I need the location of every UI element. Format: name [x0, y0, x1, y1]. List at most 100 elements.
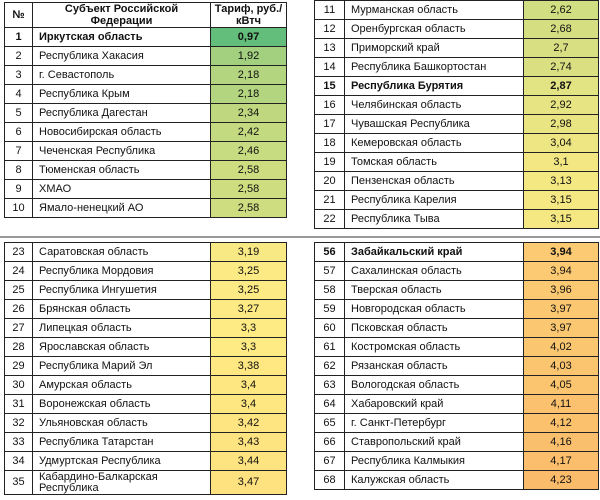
table-row: 24 Республика Мордовия 3,25 [4, 261, 287, 281]
region-name: Сахалинская область [344, 261, 524, 281]
table-row: 66 Ставропольский край 4,16 [314, 432, 599, 452]
tariff-value: 2,46 [210, 141, 287, 161]
row-number: 35 [4, 470, 33, 495]
region-name: Псковская область [344, 318, 524, 338]
row-number: 58 [314, 280, 345, 300]
table-row: 1 Иркутская область 0,97 [4, 27, 287, 47]
row-number: 17 [314, 114, 345, 134]
row-number: 27 [4, 318, 33, 338]
row-number: 67 [314, 451, 345, 471]
row-number: 15 [314, 76, 345, 96]
row-number: 26 [4, 299, 33, 319]
region-name: Республика Бурятия [344, 76, 524, 96]
row-number: 5 [4, 103, 33, 123]
table-row: 57 Сахалинская область 3,94 [314, 261, 599, 281]
row-number: 25 [4, 280, 33, 300]
row-number: 68 [314, 470, 345, 490]
tariff-value: 4,03 [523, 356, 599, 376]
row-number: 33 [4, 432, 33, 452]
tariff-value: 4,12 [523, 413, 599, 433]
tariff-value: 3,19 [210, 242, 287, 262]
header-num: № [4, 2, 33, 28]
region-name: Чувашская Республика [344, 114, 524, 134]
region-name: Республика Ингушетия [32, 280, 211, 300]
tariff-value: 3,43 [210, 432, 287, 452]
tariff-value: 2,58 [210, 160, 287, 180]
tariff-value: 3,15 [523, 190, 599, 210]
tariff-value: 3,4 [210, 394, 287, 414]
region-name: Чеченская Республика [32, 141, 211, 161]
tariff-value: 3,42 [210, 413, 287, 433]
table-row: 65 г. Санкт-Петербург 4,12 [314, 413, 599, 433]
region-name: Республика Калмыкия [344, 451, 524, 471]
tariff-value: 3,47 [210, 470, 287, 495]
table-row: 10 Ямало-ненецкий АО 2,58 [4, 198, 287, 218]
row-number: 1 [4, 27, 33, 47]
table-row: 26 Брянская область 3,27 [4, 299, 287, 319]
header-tariff: Тариф, руб./кВтч [210, 2, 287, 28]
tariff-value: 2,98 [523, 114, 599, 134]
tariff-table-1: № Субъект Российской Федерации Тариф, ру… [4, 2, 287, 218]
table-row: 4 Республика Крым 2,18 [4, 84, 287, 104]
table-row: 15 Республика Бурятия 2,87 [314, 76, 599, 96]
row-number: 19 [314, 152, 345, 172]
row-number: 62 [314, 356, 345, 376]
table-row: 62 Рязанская область 4,03 [314, 356, 599, 376]
tariff-value: 4,17 [523, 451, 599, 471]
table-row: 14 Республика Башкортостан 2,74 [314, 57, 599, 77]
row-number: 21 [314, 190, 345, 210]
tariff-value: 0,97 [210, 27, 287, 47]
section-divider [0, 236, 600, 238]
region-name: Хабаровский край [344, 394, 524, 414]
table-row: 21 Республика Карелия 3,15 [314, 190, 599, 210]
table-row: 6 Новосибирская область 2,42 [4, 122, 287, 142]
table-row: 60 Псковская область 3,97 [314, 318, 599, 338]
region-name: Кабардино-Балкарская Республика [32, 470, 211, 495]
table-row: 67 Республика Калмыкия 4,17 [314, 451, 599, 471]
region-name: Иркутская область [32, 27, 211, 47]
row-number: 18 [314, 133, 345, 153]
tariff-value: 1,92 [210, 46, 287, 66]
header-region: Субъект Российской Федерации [32, 2, 211, 28]
row-number: 29 [4, 356, 33, 376]
tariff-value: 2,42 [210, 122, 287, 142]
table-row: 13 Приморский край 2,7 [314, 38, 599, 58]
table-row: 31 Воронежская область 3,4 [4, 394, 287, 414]
region-name: Пензенская область [344, 171, 524, 191]
region-name: Республика Хакасия [32, 46, 211, 66]
tariff-value: 2,62 [523, 0, 599, 20]
table-row: 11 Мурманская область 2,62 [314, 0, 599, 20]
tariff-value: 2,74 [523, 57, 599, 77]
row-number: 66 [314, 432, 345, 452]
row-number: 63 [314, 375, 345, 395]
region-name: Республика Мордовия [32, 261, 211, 281]
row-number: 24 [4, 261, 33, 281]
tariff-value: 3,44 [210, 451, 287, 471]
row-number: 2 [4, 46, 33, 66]
row-number: 16 [314, 95, 345, 115]
region-name: Липецкая область [32, 318, 211, 338]
tariff-value: 3,96 [523, 280, 599, 300]
row-number: 31 [4, 394, 33, 414]
tariff-value: 2,87 [523, 76, 599, 96]
table-row: 33 Республика Татарстан 3,43 [4, 432, 287, 452]
row-number: 23 [4, 242, 33, 262]
tariff-value: 3,3 [210, 318, 287, 338]
tariff-value: 3,97 [523, 299, 599, 319]
row-number: 60 [314, 318, 345, 338]
row-number: 57 [314, 261, 345, 281]
region-name: Ставропольский край [344, 432, 524, 452]
table-row: 25 Республика Ингушетия 3,25 [4, 280, 287, 300]
region-name: ХМАО [32, 179, 211, 199]
region-name: Ульяновская область [32, 413, 211, 433]
region-name: Кемеровская область [344, 133, 524, 153]
tariff-value: 3,4 [210, 375, 287, 395]
tariff-value: 2,58 [210, 198, 287, 218]
region-name: Республика Тыва [344, 209, 524, 229]
tariff-value: 2,7 [523, 38, 599, 58]
tariff-value: 4,05 [523, 375, 599, 395]
row-number: 4 [4, 84, 33, 104]
row-number: 20 [314, 171, 345, 191]
region-name: Ямало-ненецкий АО [32, 198, 211, 218]
table-row: 56 Забайкальский край 3,94 [314, 242, 599, 262]
